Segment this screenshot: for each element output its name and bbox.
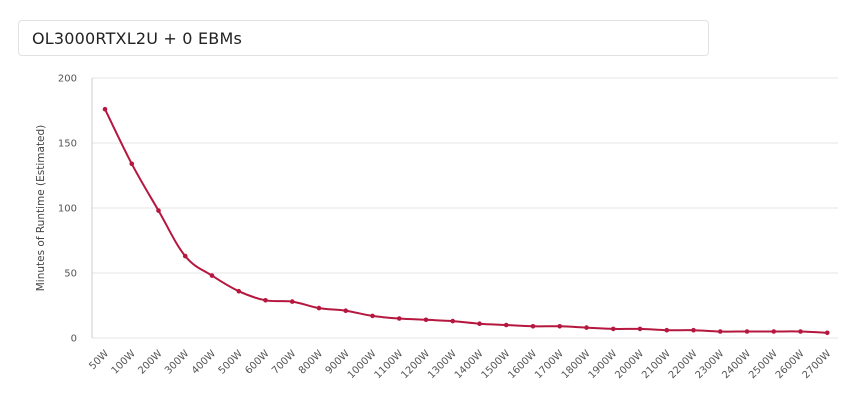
data-point[interactable] (584, 325, 589, 330)
x-tick-label: 1500W (480, 348, 513, 381)
data-point[interactable] (182, 253, 188, 259)
x-tick-label: 400W (190, 348, 218, 376)
y-tick-label: 150 (58, 139, 77, 150)
data-point[interactable] (343, 308, 349, 314)
data-point[interactable] (396, 316, 402, 321)
data-point[interactable] (236, 288, 242, 294)
data-point[interactable] (129, 161, 135, 167)
y-axis-title: Minutes of Runtime (Estimated) (35, 125, 47, 292)
data-point[interactable] (289, 299, 295, 304)
x-tick-label: 300W (163, 348, 191, 376)
x-tick-label: 2100W (640, 348, 673, 381)
data-point[interactable] (717, 329, 723, 334)
data-point[interactable] (610, 326, 616, 332)
series-line (104, 108, 828, 334)
x-tick-label: 1000W (346, 348, 379, 381)
ups-config-selector[interactable]: OL3000RTXL2U + 0 EBMs (18, 20, 709, 56)
data-point[interactable] (637, 326, 643, 332)
data-point[interactable] (477, 321, 482, 327)
y-axis-ticks: 0 50 100 150 200 (58, 74, 77, 345)
data-point[interactable] (503, 322, 509, 328)
data-point[interactable] (691, 327, 696, 333)
x-tick-label: 700W (270, 348, 298, 376)
x-tick-label: 2400W (720, 348, 753, 381)
x-tick-label: 1400W (453, 348, 486, 381)
x-tick-label: 1600W (506, 348, 539, 381)
x-tick-label: 800W (297, 348, 325, 376)
x-tick-label: 2500W (747, 348, 780, 381)
x-tick-label: 200W (136, 348, 164, 376)
data-point[interactable] (744, 329, 750, 334)
x-tick-label: 2300W (694, 348, 727, 381)
data-point[interactable] (664, 327, 670, 333)
x-tick-label: 100W (110, 348, 138, 376)
data-points (102, 106, 830, 336)
x-tick-label: 1300W (426, 348, 459, 381)
data-point[interactable] (263, 298, 268, 303)
data-point[interactable] (450, 318, 456, 324)
data-point[interactable] (771, 329, 777, 334)
data-point[interactable] (316, 305, 322, 311)
data-point[interactable] (209, 273, 215, 278)
data-point[interactable] (423, 317, 429, 323)
x-tick-label: 2600W (774, 348, 807, 381)
x-tick-label: 1200W (399, 348, 432, 381)
y-tick-label: 100 (58, 204, 77, 215)
x-tick-label: 1100W (373, 348, 406, 381)
x-tick-label: 1900W (587, 348, 620, 381)
ups-config-title: OL3000RTXL2U + 0 EBMs (32, 29, 242, 48)
x-tick-label: 1800W (560, 348, 593, 381)
x-axis-ticks: 50W100W200W300W400W500W600W700W800W900W1… (87, 348, 833, 381)
data-point[interactable] (557, 324, 563, 329)
data-point[interactable] (156, 208, 161, 213)
x-tick-label: 2200W (667, 348, 700, 381)
data-point[interactable] (798, 329, 803, 334)
data-point[interactable] (102, 106, 108, 112)
data-point[interactable] (530, 324, 536, 329)
x-tick-label: 2000W (613, 348, 646, 381)
y-tick-label: 200 (58, 74, 77, 85)
x-tick-label: 500W (217, 348, 245, 376)
data-point[interactable] (370, 313, 375, 319)
data-point[interactable] (824, 330, 830, 336)
grid-lines (92, 77, 838, 339)
x-tick-label: 2700W (801, 348, 834, 381)
y-tick-label: 0 (71, 334, 77, 345)
x-tick-label: 600W (243, 348, 271, 376)
x-tick-label: 50W (87, 348, 111, 372)
x-tick-label: 1700W (533, 348, 566, 381)
y-tick-label: 50 (64, 269, 77, 280)
